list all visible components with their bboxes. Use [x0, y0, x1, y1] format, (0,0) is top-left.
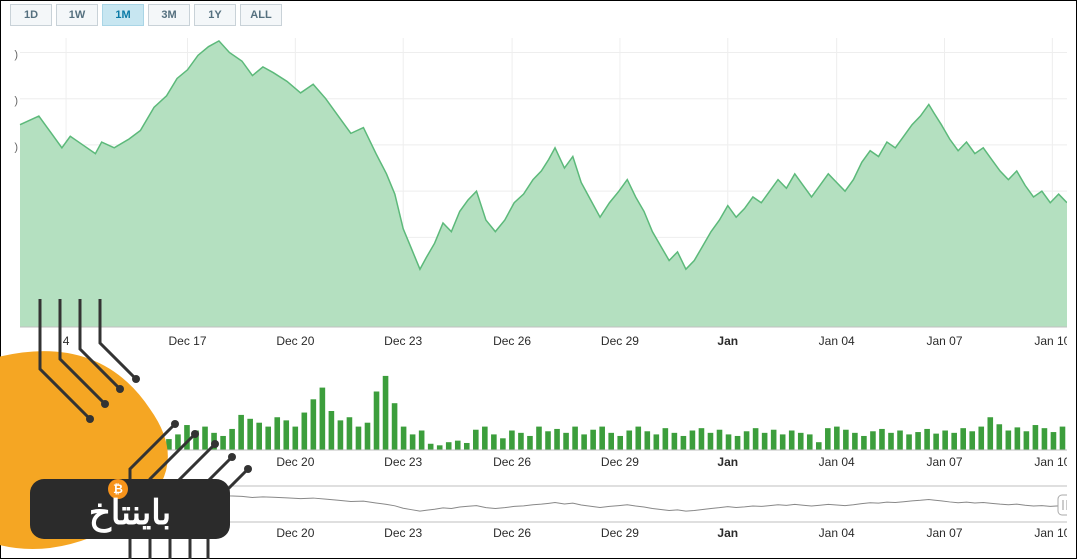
svg-text:Dec 29: Dec 29 [601, 455, 639, 469]
svg-text:Jan: Jan [717, 455, 738, 469]
svg-text:Jan: Jan [717, 334, 738, 348]
range-tab-1y[interactable]: 1Y [194, 4, 236, 26]
range-tab-all[interactable]: ALL [240, 4, 282, 26]
navigator-handle[interactable] [1058, 495, 1067, 515]
svg-text:Dec 23: Dec 23 [384, 455, 422, 469]
range-tab-1d[interactable]: 1D [10, 4, 52, 26]
range-tabs: 1D1W1M3M1YALL [10, 4, 282, 26]
svg-text:Dec 29: Dec 29 [601, 526, 639, 540]
price-chart[interactable]: 4 Dec 17 Dec 20 Dec 23 Dec 26 Dec 29 Jan Jan 04… [10, 32, 1067, 354]
svg-text:Jan 07: Jan 07 [926, 334, 962, 348]
svg-text:Dec 23: Dec 23 [384, 526, 422, 540]
svg-text:Dec 26: Dec 26 [493, 526, 531, 540]
range-tab-3m[interactable]: 3M [148, 4, 190, 26]
svg-text:Jan 10: Jan 10 [1034, 334, 1067, 348]
svg-text:Dec 20: Dec 20 [276, 334, 314, 348]
svg-text:Dec 26: Dec 26 [493, 334, 531, 348]
svg-text:Jan 04: Jan 04 [819, 334, 855, 348]
svg-text:Dec 20: Dec 20 [276, 455, 314, 469]
svg-text:Jan 10: Jan 10 [1034, 526, 1067, 540]
svg-text:): ) [14, 95, 18, 107]
svg-text:Jan 04: Jan 04 [819, 455, 855, 469]
svg-text:Dec 23: Dec 23 [384, 334, 422, 348]
svg-text:Dec 17: Dec 17 [169, 334, 207, 348]
svg-text:Dec 29: Dec 29 [601, 334, 639, 348]
svg-text:Jan 07: Jan 07 [926, 526, 962, 540]
svg-text:): ) [14, 141, 18, 153]
svg-text:): ) [14, 49, 18, 61]
svg-text:Dec 20: Dec 20 [276, 526, 314, 540]
svg-text:Jan 07: Jan 07 [926, 455, 962, 469]
svg-text:Jan 10: Jan 10 [1034, 455, 1067, 469]
range-tab-1m[interactable]: 1M [102, 4, 144, 26]
navigator-chart[interactable]: Dec 20 Dec 23 Dec 26 Dec 29 Jan Jan 04 Jan 07 J… [10, 484, 1067, 544]
svg-text:4: 4 [63, 334, 70, 348]
volume-chart[interactable]: Dec 20 Dec 23 Dec 26 Dec 29 Jan Jan 04 Jan 07 J… [10, 372, 1067, 472]
range-tab-1w[interactable]: 1W [56, 4, 98, 26]
svg-text:Jan 04: Jan 04 [819, 526, 855, 540]
svg-text:Jan: Jan [717, 526, 738, 540]
svg-text:Dec 26: Dec 26 [493, 455, 531, 469]
